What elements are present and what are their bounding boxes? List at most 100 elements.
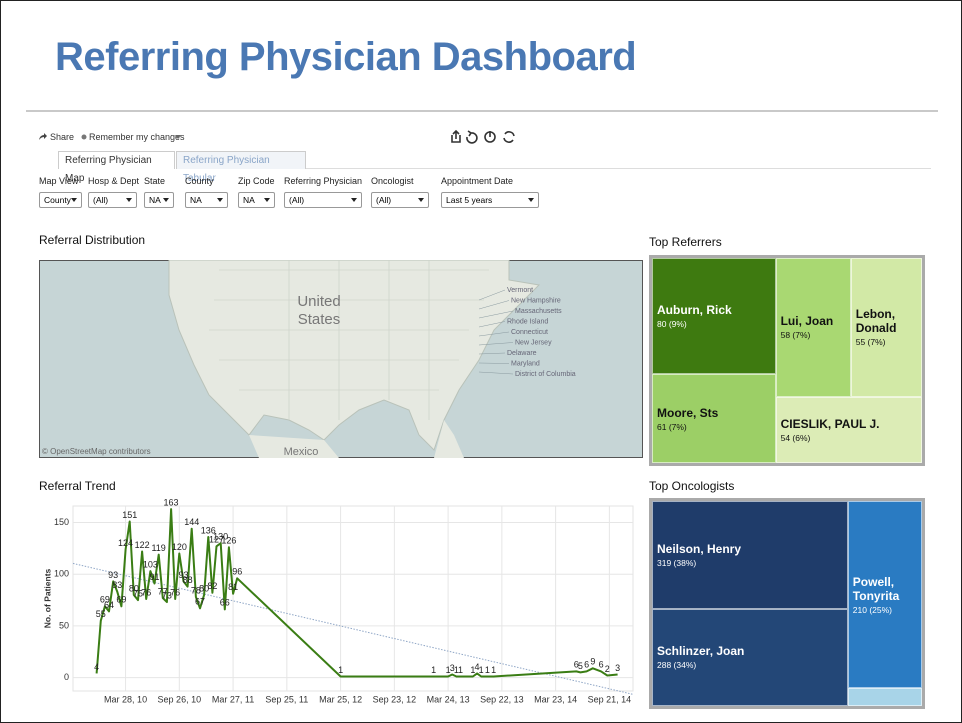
data-label: 163 — [164, 498, 179, 507]
filter-label: Map View — [39, 176, 79, 186]
arrow — [126, 198, 132, 202]
tab-rule — [176, 168, 931, 169]
treemap-cell: CIESLIK, PAUL J. 54 (6%) — [775, 396, 922, 463]
x-tick-label: Mar 24, 13 — [427, 694, 470, 704]
country-label: States — [298, 311, 341, 328]
page-title: Referring Physician Dashboard — [55, 35, 637, 79]
data-label: 127 — [209, 535, 224, 545]
data-label: 136 — [201, 525, 216, 535]
arrow — [418, 198, 424, 202]
tab[interactable]: Referring Physician Tabular — [176, 151, 306, 184]
cell-name: Auburn, Rick — [657, 303, 732, 318]
x-tick-label: Mar 23, 14 — [534, 694, 577, 704]
remember-button[interactable]: Remember my changes — [89, 132, 185, 142]
leader-line — [478, 331, 510, 337]
data-label: 3 — [450, 663, 455, 673]
data-label: 151 — [122, 510, 137, 520]
data-label: 67 — [195, 597, 205, 607]
dropdown-arrow — [163, 198, 169, 202]
state-label: Rhode Island — [507, 318, 548, 325]
neighbor-label: Mexico — [284, 446, 319, 458]
filter-dropdown[interactable]: Last 5 years — [441, 192, 539, 208]
data-label: 1 — [485, 665, 490, 675]
data-label: 126 — [221, 536, 236, 546]
filter-dropdown[interactable]: (All) — [284, 192, 362, 208]
dropdown-arrow — [71, 198, 77, 202]
filter-dropdown[interactable]: NA — [144, 192, 174, 208]
trend-chart: 0 50 100 150 Mar 28, 10 Sep 26, 10 Mar 27, 11 S… — [42, 498, 634, 704]
data-label: 93 — [108, 570, 118, 580]
cell-name: Moore, Sts — [657, 405, 719, 420]
cell-name: Neilson, Henry — [657, 541, 742, 556]
top-referrers-treemap: Auburn, Rick 80 (9%) Moore, Sts 61 (7%) Lui,… — [649, 255, 925, 466]
filter-value: County — [44, 195, 71, 205]
x-tick-label: Sep 21, 14 — [588, 694, 632, 704]
state-label: District of Columbia — [515, 371, 576, 378]
data-label: 66 — [220, 598, 230, 608]
dropdown-arrow — [264, 198, 270, 202]
filter-dropdown[interactable]: NA — [238, 192, 275, 208]
top-oncologists-title: Top Oncologists — [649, 479, 735, 493]
filter-dropdown[interactable]: County — [39, 192, 82, 208]
treemap-cell: Moore, Sts 61 (7%) — [652, 374, 776, 463]
toolbar-icons[interactable] — [449, 129, 519, 145]
data-label: 4 — [94, 662, 99, 672]
data-label: 1 — [338, 665, 343, 675]
filter-label: Oncologist — [371, 176, 414, 186]
data-label: 6 — [599, 660, 604, 670]
data-label: 2 — [605, 664, 610, 674]
cell-name: CIESLIK, PAUL J. — [780, 416, 880, 431]
tab[interactable]: Referring Physician Map — [58, 151, 175, 184]
cell-value: 210 (25%) — [852, 604, 893, 615]
data-label: 76 — [170, 587, 180, 597]
data-label: 73 — [162, 590, 172, 600]
filter-dropdown[interactable]: NA — [185, 192, 228, 208]
dropdown-arrow — [351, 198, 357, 202]
y-tick-label: 100 — [54, 569, 69, 579]
x-tick-label: Sep 23, 12 — [373, 694, 417, 704]
data-label: 80 — [129, 583, 139, 593]
data-label: 124 — [118, 538, 133, 548]
state-label: Delaware — [507, 350, 537, 357]
x-tick-label: Mar 25, 12 — [319, 694, 362, 704]
data-label: 6 — [574, 660, 579, 670]
filter-dropdown[interactable]: (All) — [88, 192, 137, 208]
treemap-cell: Lui, Joan 58 (7%) — [775, 258, 851, 397]
dropdown-arrow — [175, 135, 181, 139]
leader-line — [478, 321, 506, 328]
data-label: 75 — [133, 588, 143, 598]
leader-line — [478, 310, 514, 319]
state-label: Maryland — [511, 360, 540, 367]
filter-dropdown[interactable]: (All) — [371, 192, 429, 208]
data-label: 1 — [431, 665, 436, 675]
cell-name: Lui, Joan — [780, 314, 834, 329]
data-label: 77 — [158, 586, 168, 596]
data-label: 93 — [178, 570, 188, 580]
trend-title: Referral Trend — [39, 479, 116, 493]
leader-line — [478, 371, 514, 375]
data-label: 81 — [228, 582, 238, 592]
filter-value: (All) — [289, 195, 305, 205]
data-label: 6 — [584, 660, 589, 670]
cell-value: 54 (6%) — [780, 432, 811, 443]
divider — [26, 110, 938, 112]
data-label: 69 — [116, 595, 126, 605]
filter-label: State — [144, 176, 166, 186]
arrow — [217, 198, 223, 202]
share-button[interactable]: Share — [50, 132, 75, 142]
state-label: Vermont — [507, 287, 533, 294]
attribution: © OpenStreetMap contributors — [42, 447, 151, 456]
data-label: 9 — [590, 657, 595, 667]
arrow — [351, 198, 357, 202]
x-tick-label: Sep 25, 11 — [265, 694, 308, 704]
data-label: 96 — [232, 567, 242, 577]
dropdown-arrow — [126, 198, 132, 202]
treemap-cell: Auburn, Rick 80 (9%) — [652, 258, 776, 375]
data-label: 1 — [479, 665, 484, 675]
cell-value: 80 (9%) — [657, 319, 687, 330]
treemap-cell — [847, 688, 922, 706]
cell-value: 55 (7%) — [855, 337, 886, 348]
data-label: 1 — [458, 665, 463, 675]
